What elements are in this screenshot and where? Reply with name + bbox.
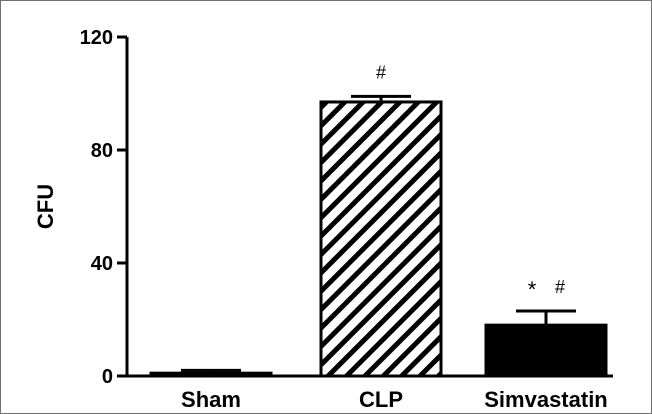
annotation-mark: # — [555, 277, 565, 297]
bars — [149, 94, 608, 378]
y-tick-label: 0 — [102, 366, 113, 388]
annotation-mark: # — [376, 62, 386, 82]
category-label-clp: CLP — [359, 387, 403, 412]
labels: Sham CLP Simvastatin # * # — [181, 62, 608, 412]
bar-clp — [319, 100, 443, 378]
bar-simvastatin — [484, 323, 608, 378]
bar-sham — [149, 371, 273, 378]
category-label-simvastatin: Simvastatin — [484, 387, 608, 412]
category-label-sham: Sham — [181, 387, 241, 412]
y-axis-label: CFU — [33, 184, 58, 229]
annotation-mark: * — [528, 277, 537, 302]
y-tick-label: 120 — [80, 27, 113, 49]
y-tick-label: 80 — [91, 140, 113, 162]
y-tick-label: 40 — [91, 253, 113, 275]
